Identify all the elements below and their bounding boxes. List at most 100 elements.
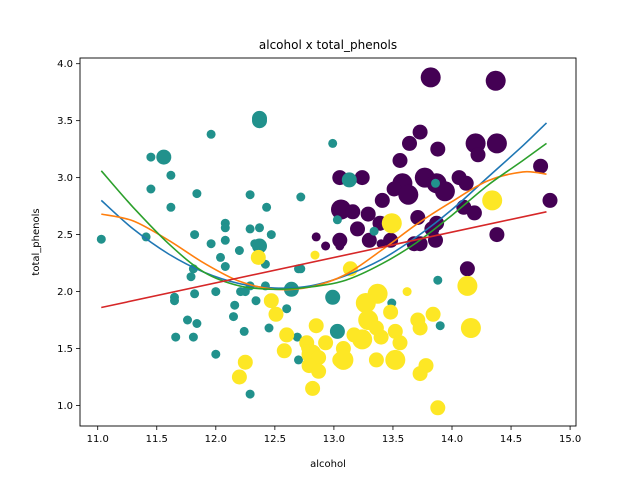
scatter-point	[466, 205, 482, 221]
scatter-point	[310, 250, 320, 260]
x-tick-label: 11.0	[87, 434, 109, 445]
x-tick-label: 13.0	[323, 434, 345, 445]
scatter-point	[239, 326, 249, 336]
scatter-point	[292, 332, 302, 342]
scatter-point	[141, 232, 151, 242]
scatter-point	[96, 234, 106, 244]
scatter-point	[166, 202, 176, 212]
scatter-point	[460, 318, 481, 338]
scatter-point	[383, 304, 399, 320]
scatter-point	[328, 138, 338, 148]
scatter-point	[251, 296, 261, 306]
scatter-point	[266, 230, 276, 240]
scatter-point	[425, 306, 441, 322]
scatter-point	[321, 241, 331, 251]
scatter-point	[183, 315, 192, 325]
scatter-point	[435, 321, 445, 331]
scatter-point	[332, 215, 342, 225]
scatter-point	[192, 189, 202, 199]
scatter-point	[360, 206, 376, 222]
scatter-point	[240, 287, 250, 297]
scatter-point	[329, 323, 345, 339]
scatter-point	[374, 192, 390, 208]
scatter-point	[354, 170, 370, 186]
scatter-point	[424, 221, 440, 237]
fit-line	[100, 142, 547, 291]
scatter-point	[255, 223, 264, 233]
scatter-point	[373, 329, 389, 345]
scatter-point	[268, 306, 284, 322]
fit-line	[101, 170, 547, 291]
scatter-point	[245, 224, 255, 234]
scatter-point	[335, 241, 345, 251]
scatter-point	[352, 329, 373, 350]
scatter-point	[192, 319, 202, 328]
scatter-point	[533, 158, 549, 174]
scatter-point	[156, 149, 172, 165]
scatter-point	[457, 275, 478, 296]
axes-layer: 11.0 11.5 12.0 12.5 13.0 13.5 14.0 14.5 15.0 1.0 1…	[57, 57, 581, 445]
scatter-point	[486, 133, 507, 154]
scatter-point	[431, 178, 440, 188]
scatter-point	[301, 344, 311, 353]
scatter-point	[485, 70, 506, 91]
scatter-point	[296, 264, 306, 274]
y-tick-label: 1.0	[57, 401, 73, 412]
scatter-point	[412, 124, 428, 140]
scatter-point	[216, 252, 225, 262]
scatter-point	[311, 232, 321, 242]
scatter-point	[385, 349, 406, 370]
scatter-point	[430, 141, 446, 157]
scatter-point	[282, 304, 292, 314]
scatter-point	[186, 272, 196, 282]
scatter-point	[206, 239, 216, 249]
scatter-point	[234, 246, 244, 255]
scatter-point	[262, 202, 272, 212]
scatter-point	[206, 129, 216, 139]
x-tick-label: 14.5	[500, 434, 522, 445]
scatter-point	[430, 400, 446, 416]
scatter-point	[350, 221, 365, 237]
scatter-point	[231, 369, 247, 385]
scatter-point	[489, 227, 505, 243]
scatter-point	[190, 289, 200, 299]
scatter-point	[420, 67, 441, 88]
scatter-point	[402, 135, 417, 151]
scatter-point	[211, 349, 221, 359]
scatter-point	[229, 312, 238, 322]
x-tick-label: 12.5	[264, 434, 286, 445]
y-tick-label: 3.0	[57, 173, 73, 184]
scatter-point	[387, 323, 403, 339]
scatter-point	[361, 232, 377, 248]
scatter-point	[220, 223, 230, 233]
scatter-point	[341, 172, 357, 188]
scatter-point	[166, 170, 176, 180]
fit-lines-layer	[100, 122, 548, 309]
x-axis-title: alcohol	[310, 459, 346, 470]
y-tick-label: 2.5	[57, 230, 73, 241]
scatter-point	[220, 262, 230, 271]
scatter-point	[220, 235, 230, 245]
scatter-point	[146, 152, 156, 162]
scatter-point	[412, 366, 428, 382]
scatter-point	[170, 296, 179, 306]
scatter-point	[294, 355, 303, 365]
scatter-point	[276, 343, 292, 359]
scatter-point	[459, 261, 475, 277]
scatter-point	[470, 147, 486, 163]
scatter-point	[188, 332, 198, 342]
scatter-point	[482, 190, 503, 211]
scatter-point	[305, 380, 321, 396]
scatter-point	[252, 238, 267, 254]
x-tick-label: 15.0	[559, 434, 581, 445]
scatter-point	[279, 327, 295, 343]
chart-title: alcohol x total_phenols	[259, 38, 397, 52]
scatter-point	[250, 249, 266, 265]
scatter-point	[392, 153, 408, 168]
scatter-point	[263, 293, 279, 309]
scatter-point	[412, 320, 428, 336]
scatter-point	[345, 204, 361, 220]
scatter-point	[398, 184, 419, 205]
scatter-point	[318, 335, 334, 351]
